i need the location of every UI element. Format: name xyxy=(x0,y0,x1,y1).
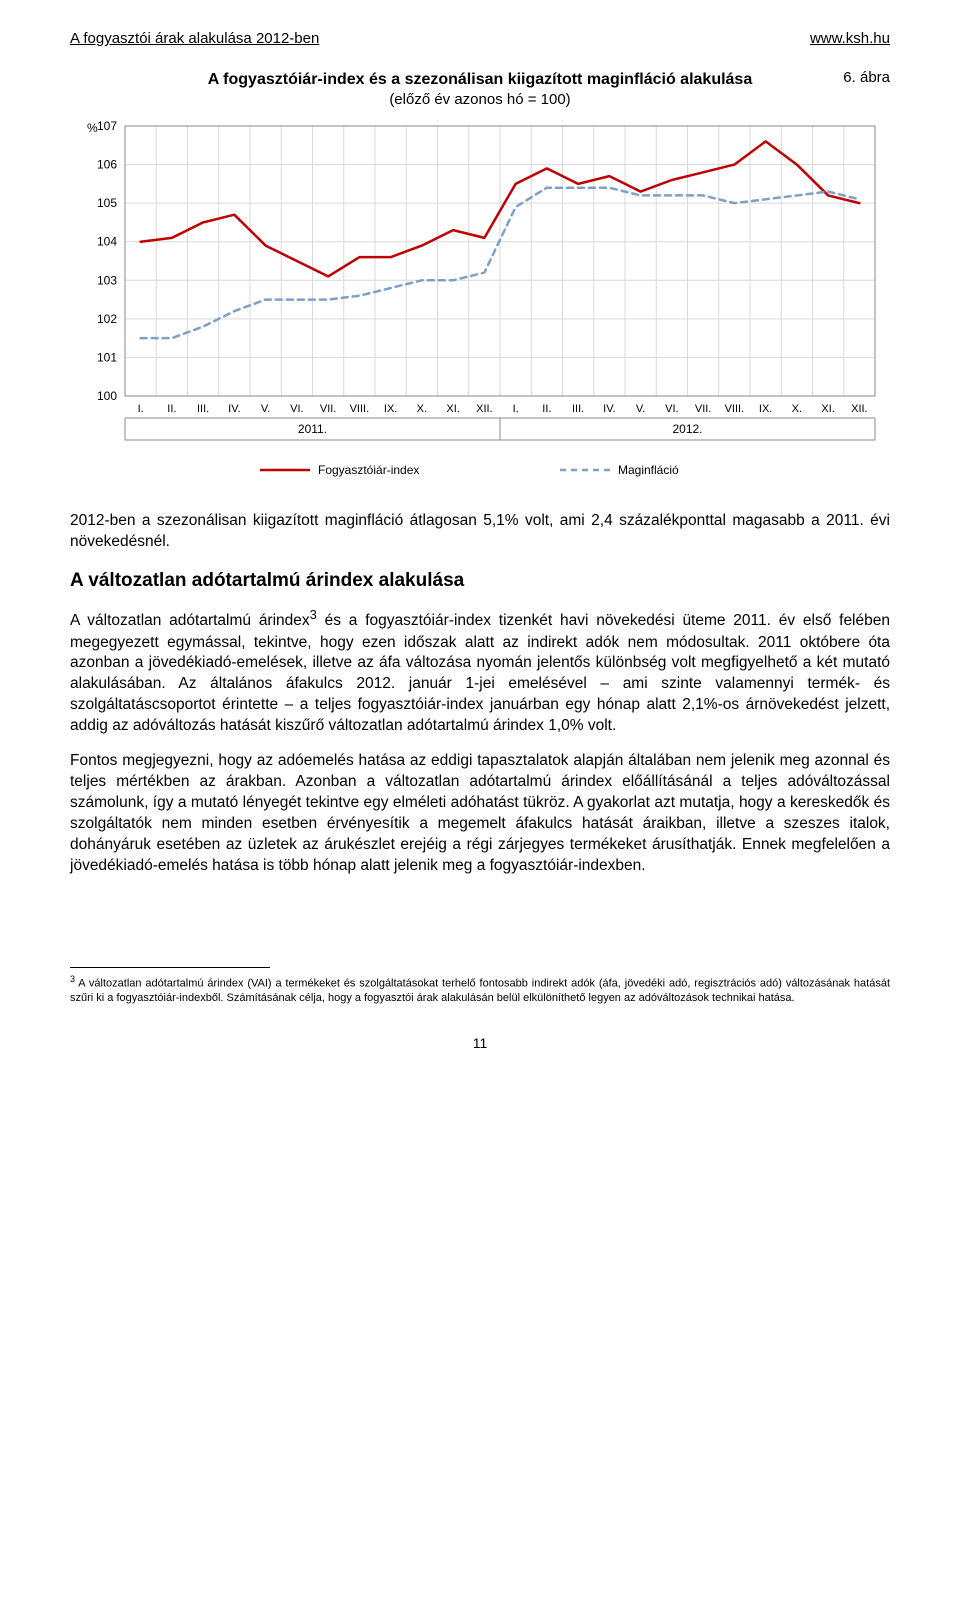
svg-text:II.: II. xyxy=(167,403,176,415)
svg-text:VII.: VII. xyxy=(695,403,712,415)
svg-text:VI.: VI. xyxy=(665,403,678,415)
page-number: 11 xyxy=(70,1035,890,1051)
chart-container: 6. ábra A fogyasztóiár-index és a szezon… xyxy=(70,69,890,511)
svg-text:V.: V. xyxy=(636,403,645,415)
svg-text:I.: I. xyxy=(138,403,144,415)
svg-text:102: 102 xyxy=(97,311,117,325)
svg-text:V.: V. xyxy=(261,403,270,415)
section-heading: A változatlan adótartalmú árindex alakul… xyxy=(70,570,890,592)
paragraph-3: Fontos megjegyezni, hogy az adóemelés ha… xyxy=(70,751,890,877)
paragraph-1: 2012-ben a szezonálisan kiigazított magi… xyxy=(70,511,890,553)
svg-text:104: 104 xyxy=(97,234,117,248)
svg-text:106: 106 xyxy=(97,157,117,171)
svg-text:IX.: IX. xyxy=(384,403,397,415)
svg-text:IV.: IV. xyxy=(228,403,240,415)
header-right: www.ksh.hu xyxy=(810,30,890,47)
chart-svg-wrap: %100101102103104105106107I.II.III.IV.V.V… xyxy=(70,116,890,511)
svg-text:100: 100 xyxy=(97,389,117,403)
svg-text:107: 107 xyxy=(97,119,117,133)
footnote-separator xyxy=(70,967,270,968)
svg-text:VII.: VII. xyxy=(320,403,337,415)
header-left: A fogyasztói árak alakulása 2012-ben xyxy=(70,30,319,47)
svg-text:XII.: XII. xyxy=(476,403,493,415)
svg-text:VI.: VI. xyxy=(290,403,303,415)
chart-subtitle: (előző év azonos hó = 100) xyxy=(70,91,890,108)
svg-text:103: 103 xyxy=(97,273,117,287)
svg-text:IX.: IX. xyxy=(759,403,772,415)
svg-text:Maginfláció: Maginfláció xyxy=(618,463,679,477)
svg-text:I.: I. xyxy=(513,403,519,415)
line-chart: %100101102103104105106107I.II.III.IV.V.V… xyxy=(70,116,890,506)
footnote: 3 A változatlan adótartalmú árindex (VAI… xyxy=(70,974,890,1005)
svg-text:2012.: 2012. xyxy=(672,422,702,436)
svg-text:XII.: XII. xyxy=(851,403,868,415)
svg-text:IV.: IV. xyxy=(603,403,615,415)
para2-post: és a fogyasztóiár-index tizenkét havi nö… xyxy=(70,613,890,735)
figure-label: 6. ábra xyxy=(843,69,890,86)
para2-sup: 3 xyxy=(310,607,317,622)
svg-text:VIII.: VIII. xyxy=(350,403,370,415)
page-header: A fogyasztói árak alakulása 2012-ben www… xyxy=(70,30,890,47)
svg-text:III.: III. xyxy=(572,403,584,415)
svg-text:X.: X. xyxy=(792,403,802,415)
chart-title: A fogyasztóiár-index és a szezonálisan k… xyxy=(70,69,890,91)
svg-text:II.: II. xyxy=(542,403,551,415)
svg-text:Fogyasztóiár-index: Fogyasztóiár-index xyxy=(318,463,419,477)
svg-text:X.: X. xyxy=(417,403,427,415)
footnote-text: A változatlan adótartalmú árindex (VAI) … xyxy=(70,977,890,1003)
svg-text:XI.: XI. xyxy=(446,403,459,415)
svg-text:2011.: 2011. xyxy=(298,422,327,436)
svg-text:VIII.: VIII. xyxy=(725,403,745,415)
svg-text:105: 105 xyxy=(97,196,117,210)
para2-pre: A változatlan adótartalmú árindex xyxy=(70,613,310,630)
svg-text:XI.: XI. xyxy=(821,403,834,415)
svg-text:III.: III. xyxy=(197,403,209,415)
paragraph-2: A változatlan adótartalmú árindex3 és a … xyxy=(70,606,890,737)
svg-text:101: 101 xyxy=(97,350,117,364)
